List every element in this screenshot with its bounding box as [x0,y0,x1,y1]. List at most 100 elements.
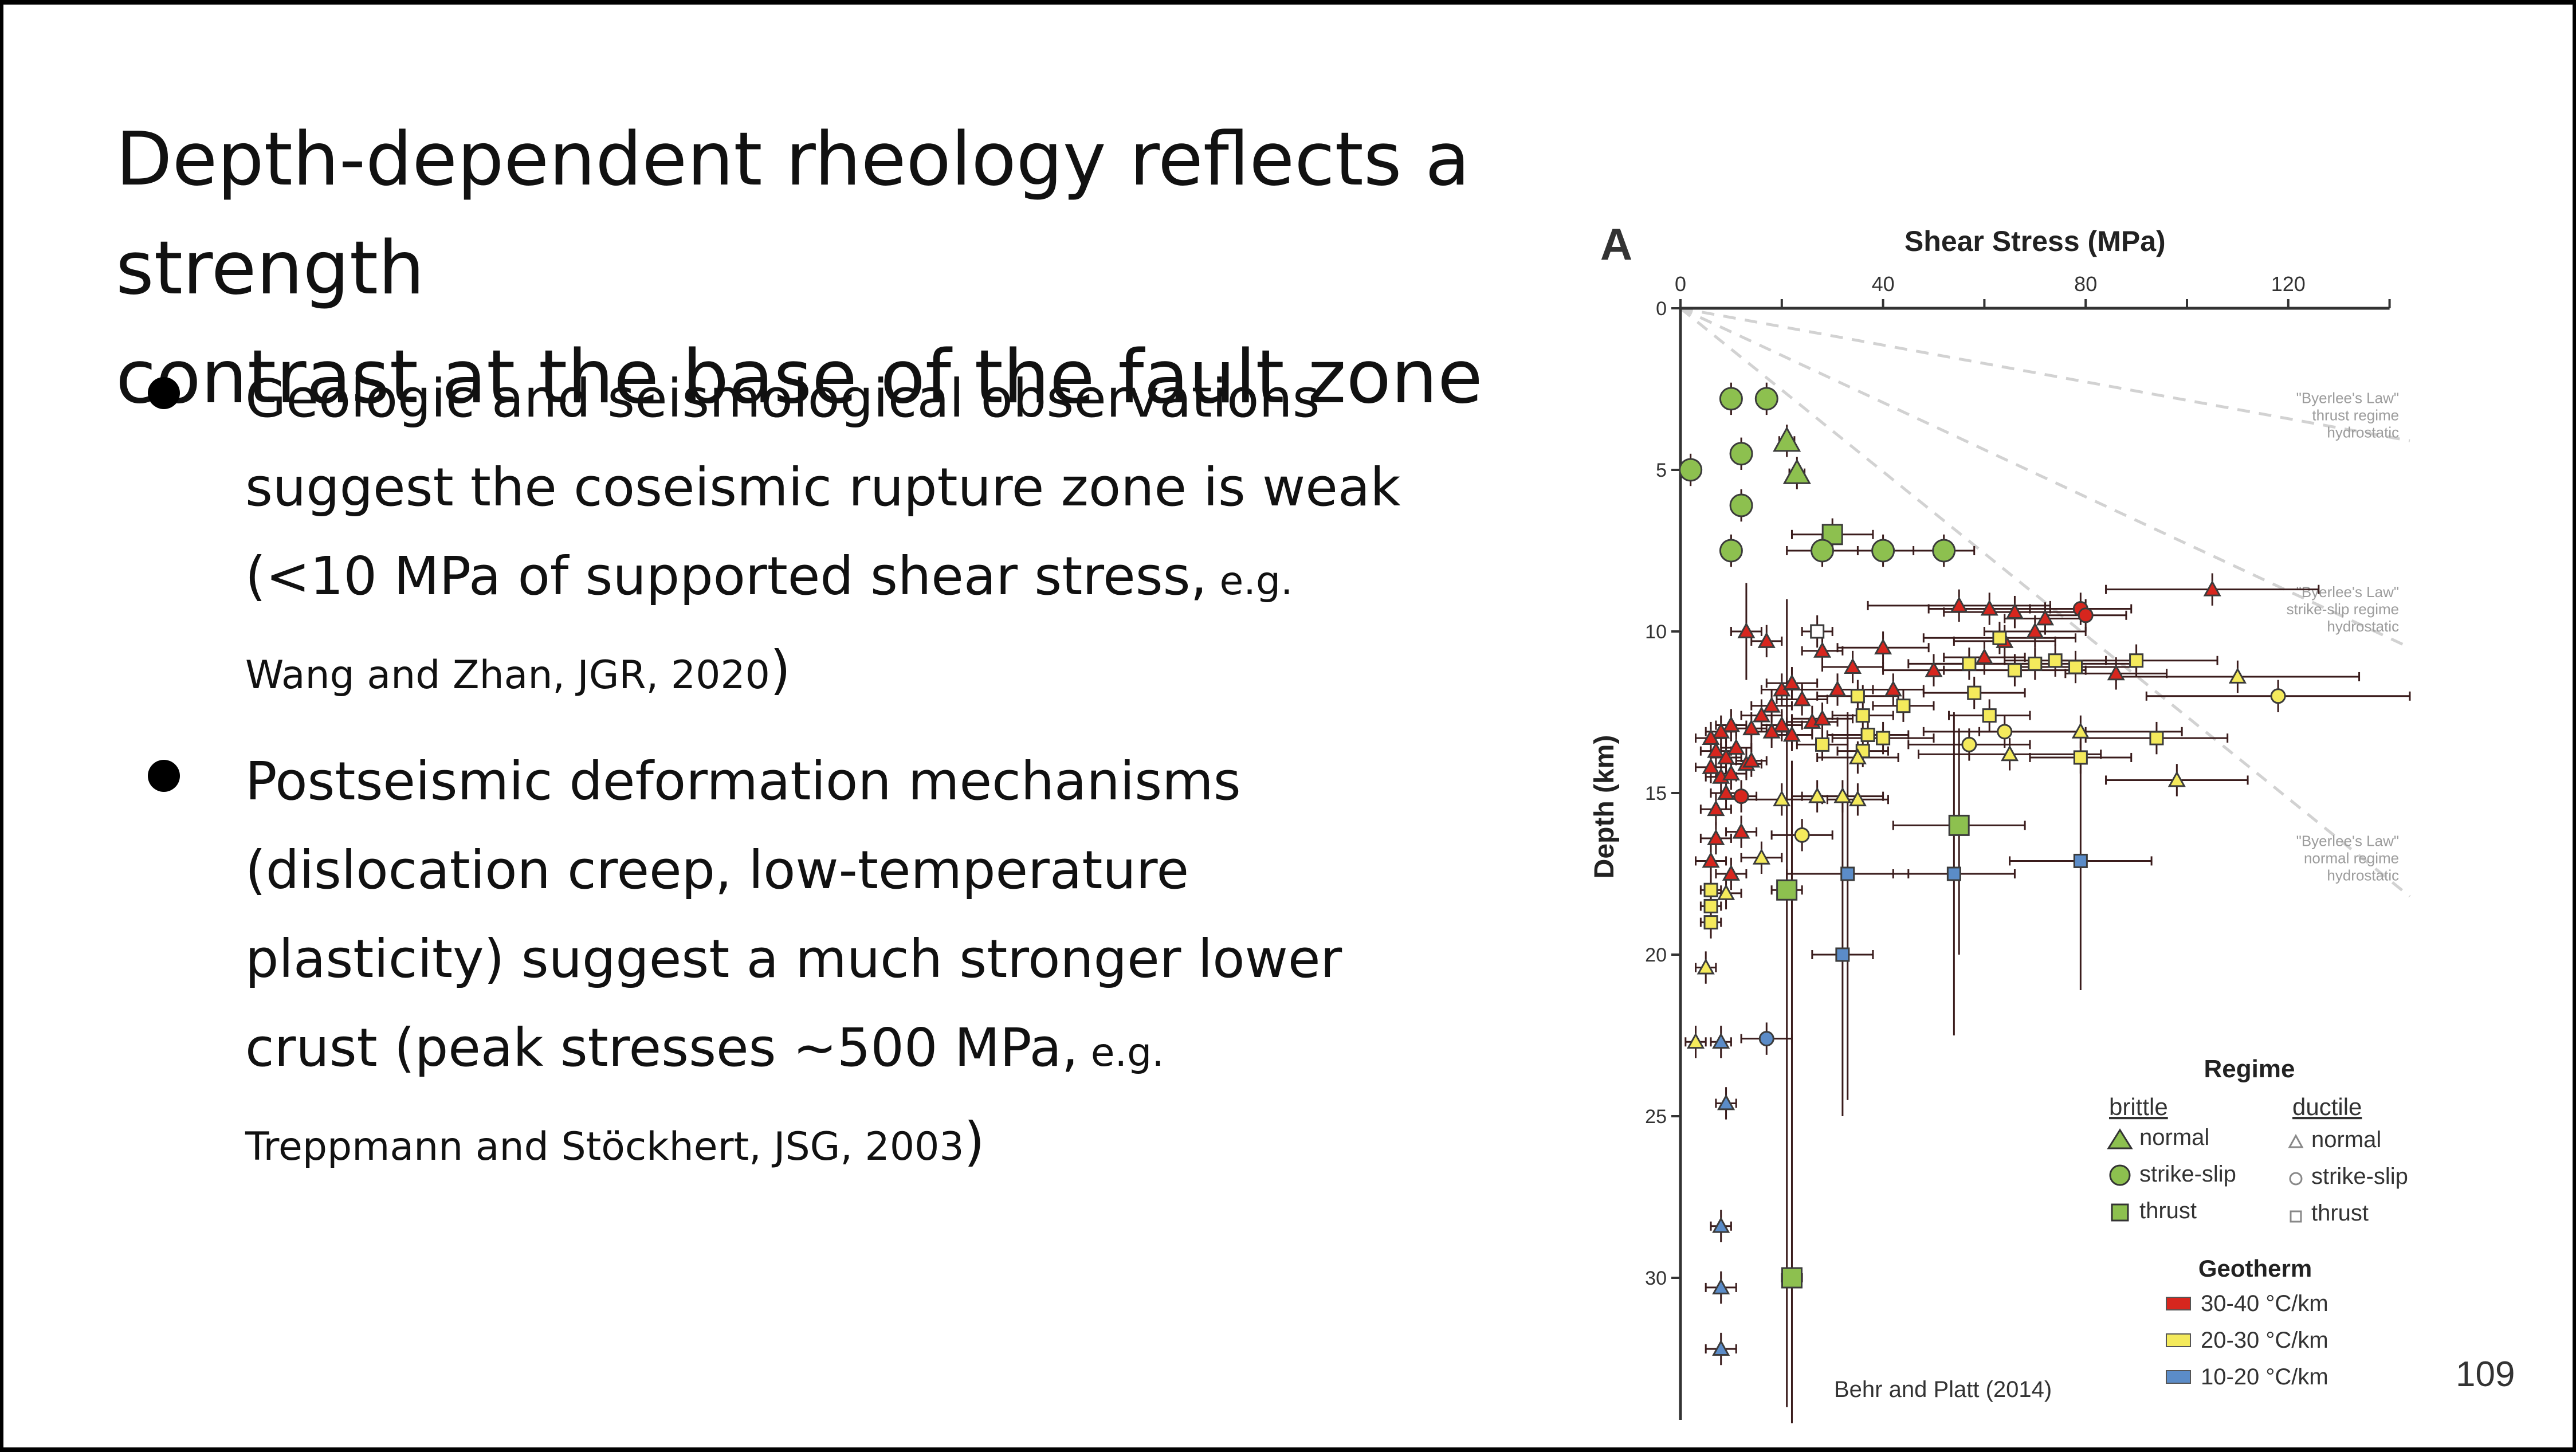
byerlee-line [1679,307,2411,649]
bullet-text: (<10 MPa of supported shear stress, [245,546,1207,607]
y-tick-label: 15 [1645,783,1667,805]
data-point [1860,727,1875,742]
legend-item-label: strike-slip [2311,1164,2408,1189]
bullet-line: Treppmann and Stöckhert, JSG, 2003) [245,1097,1454,1191]
data-point [1729,442,1753,466]
legend-symbol [2109,1164,2131,1186]
data-point [1896,698,1911,713]
data-point [1712,722,1730,739]
legend-symbol [2289,1172,2303,1186]
data-point [1742,719,1761,736]
data-point [1719,387,1743,411]
data-point [1729,493,1753,517]
data-point [1707,800,1725,817]
data-point [1717,884,1735,900]
byerlee-label: "Byerlee's Law" [2296,390,2400,407]
data-point [1782,725,1801,742]
data-point [2107,664,2125,681]
byerlee-label: thrust regime [2312,407,2399,424]
legend-symbol [2288,1133,2304,1148]
data-point [1782,458,1811,484]
data-point [1808,787,1827,803]
data-point [1722,864,1740,881]
data-point [1794,827,1810,843]
byerlee-label: hydrostatic [2327,424,2399,441]
data-point [1871,539,1895,563]
data-point [1962,656,1977,671]
data-point [1855,708,1870,723]
data-point [1758,1031,1774,1047]
x-tick-label: 120 [2271,272,2306,296]
byerlee-label: "Byerlee's Law" [2296,832,2400,849]
legend-symbol [2107,1128,2133,1149]
legend-geotherm-label: 30-40 °C/km [2201,1291,2328,1316]
legend-item-label: thrust [2311,1200,2369,1226]
data-point [1703,898,1718,913]
data-point [1707,741,1725,758]
bullet-close-paren: ) [964,1111,985,1172]
data-point [1810,624,1825,639]
bullet-dot-icon [148,377,180,409]
y-axis-title: Depth (km) [1589,735,1620,879]
bullet-line: Postseismic deformation mechanisms [245,751,1241,812]
data-point [1717,783,1735,800]
legend-item-label: normal [2311,1127,2381,1152]
data-point [1844,657,1862,674]
data-point [1833,787,1852,803]
data-point [1850,689,1865,704]
data-point [1697,958,1715,975]
byerlee-label: strike-slip regime [2287,601,2400,618]
data-point [2149,731,2164,745]
bullet-citation-prefix: e.g. [1078,1030,1164,1076]
data-point [1707,829,1725,845]
x-tick-label: 80 [2074,272,2097,296]
slide: Depth-dependent rheology reflects a stre… [3,5,2573,1447]
data-point [1967,685,1982,700]
legend-ductile-header: ductile [2292,1093,2362,1120]
data-point [1737,622,1756,638]
data-point [1712,1278,1730,1294]
data-point [1703,915,1718,930]
data-point [1975,648,1993,665]
data-point [2073,853,2088,868]
title-line-1: Depth-dependent rheology reflects a stre… [116,117,1470,311]
data-point [1840,866,1855,881]
legend-symbol [2111,1203,2129,1222]
stress-depth-chart: "Byerlee's Law"thrust regimehydrostatic"… [1589,219,2411,1423]
data-point [1813,709,1832,726]
data-point [1702,729,1720,745]
bullet-dot-icon [148,760,180,792]
data-point [2007,663,2022,678]
data-point [1781,1267,1803,1289]
data-point [1815,737,1830,752]
data-point [1773,716,1791,732]
data-point [1835,947,1850,962]
bullet-line: suggest the coseismic rupture zone is we… [245,457,1401,518]
legend-item-label: thrust [2139,1198,2197,1223]
data-point [2078,607,2094,623]
data-point [2071,722,2090,739]
data-point [2026,622,2044,638]
bullet-line: Wang and Zhan, JGR, 2020) [245,626,1454,720]
data-point [1793,690,1811,707]
chart-citation: Behr and Platt (2014) [1834,1377,2052,1402]
data-point [1757,631,1776,648]
data-point [2001,745,2019,762]
data-point [1932,539,1956,563]
bullet-line: (dislocation creep, low-temperature [245,839,1189,901]
data-point [1679,458,1703,482]
legend-item-label: normal [2139,1125,2209,1150]
data-point [1762,722,1781,739]
data-point [1813,641,1832,658]
byerlee-line [1680,307,2410,442]
bullet-text: crust (peak stresses ~500 MPa, [245,1017,1079,1078]
data-point [1980,599,1998,616]
data-point [1776,879,1798,901]
y-tick-label: 20 [1645,944,1667,966]
data-point [1742,751,1761,768]
data-point [1703,882,1718,897]
data-point [1773,426,1801,452]
data-point [2228,667,2247,684]
legend-geotherm-title: Geotherm [2198,1255,2312,1282]
legend-geotherm-label: 20-30 °C/km [2201,1328,2328,1353]
